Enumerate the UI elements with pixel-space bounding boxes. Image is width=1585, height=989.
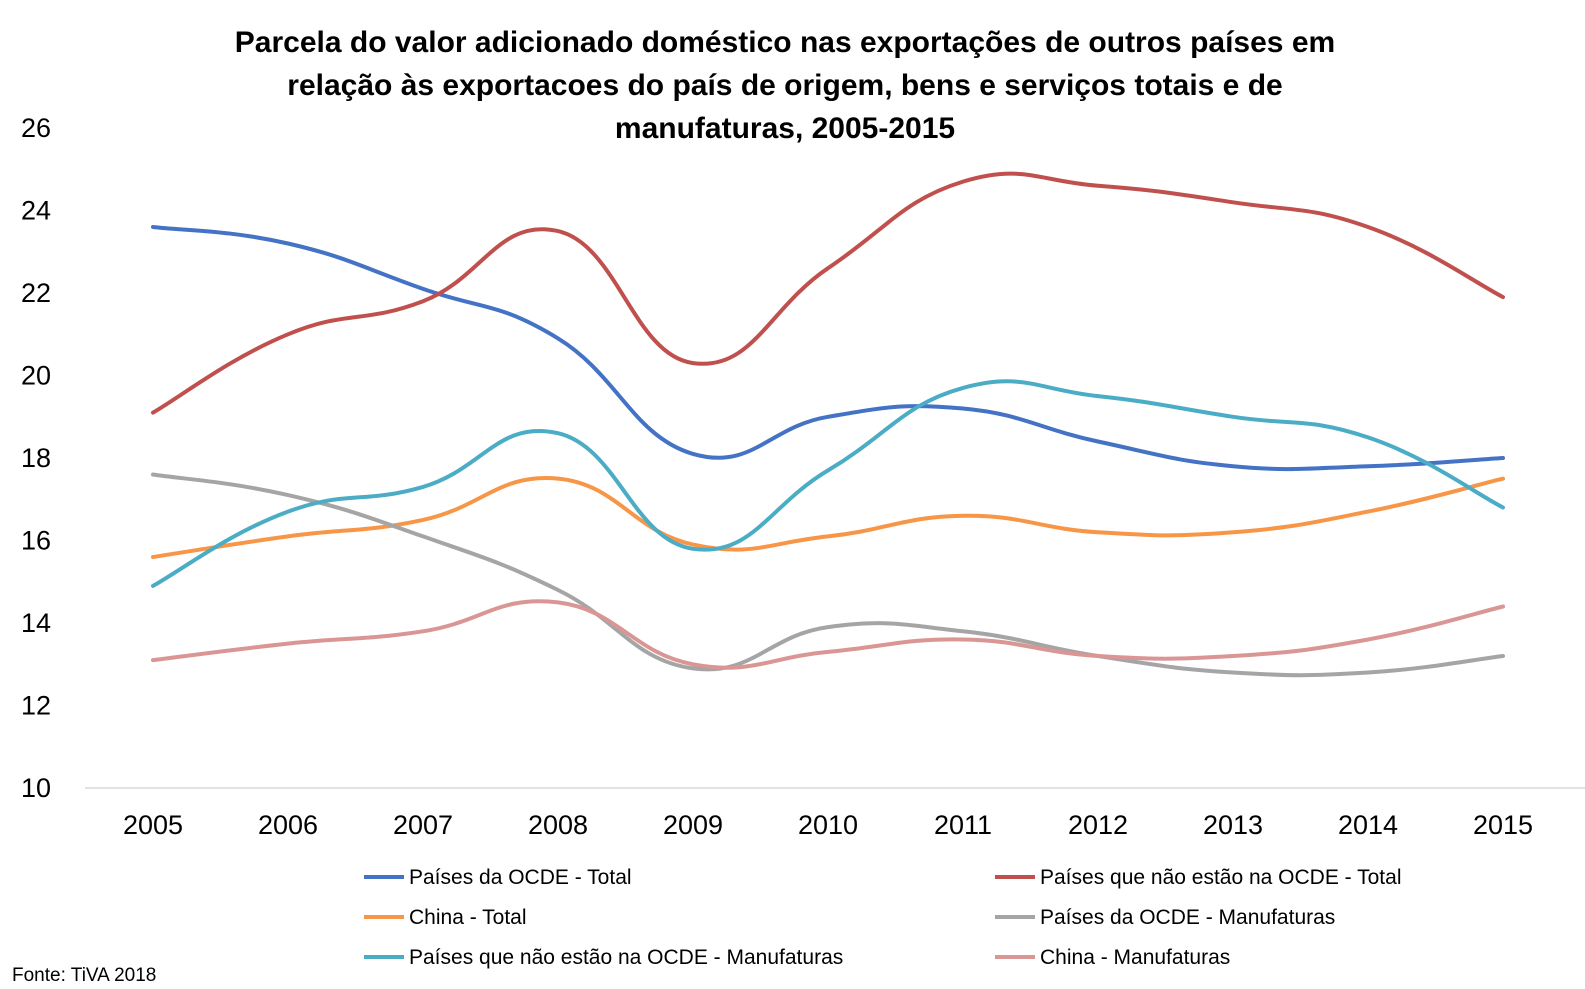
- y-tick-label: 10: [21, 773, 51, 803]
- legend-label: China - Total: [409, 906, 527, 929]
- series-line-1: [151, 225, 1505, 472]
- chart-title-line-1: Parcela do valor adicionado doméstico na…: [235, 26, 1335, 59]
- source-note: Fonte: TiVA 2018: [12, 965, 156, 986]
- chart-title: Parcela do valor adicionado doméstico na…: [235, 26, 1335, 145]
- y-tick-label: 20: [21, 361, 51, 391]
- y-tick-label: 12: [21, 691, 51, 721]
- y-tick-label: 14: [21, 608, 51, 638]
- plot-area: [151, 171, 1505, 678]
- legend-label: China - Manufaturas: [1040, 946, 1230, 969]
- legend-label: Países da OCDE - Total: [409, 866, 632, 889]
- y-tick-label: 22: [21, 278, 51, 308]
- legend-item: China - Manufaturas: [995, 946, 1230, 969]
- legend: Países da OCDE - Total Países que não est…: [364, 866, 1402, 969]
- x-tick-label: 2013: [1203, 810, 1263, 840]
- series-line-3: [151, 476, 1505, 559]
- x-tick-label: 2012: [1068, 810, 1128, 840]
- x-tick-label: 2015: [1473, 810, 1533, 840]
- legend-label: Países da OCDE - Manufaturas: [1040, 906, 1335, 929]
- y-tick-label: 18: [21, 443, 51, 473]
- x-tick-label: 2007: [393, 810, 453, 840]
- legend-label: Países que não estão na OCDE - Total: [1040, 866, 1402, 889]
- x-tick-label: 2006: [258, 810, 318, 840]
- legend-item: Países da OCDE - Total: [364, 866, 632, 889]
- legend-item: Países que não estão na OCDE - Total: [995, 866, 1402, 889]
- x-tick-label: 2011: [934, 810, 992, 840]
- legend-item: Países da OCDE - Manufaturas: [995, 906, 1335, 929]
- x-axis: 2005 2006 2007 2008 2009 2010 2011 2012 2013 2014…: [123, 810, 1533, 840]
- series-line-2: [151, 171, 1505, 415]
- series-line-5: [151, 379, 1505, 588]
- y-tick-label: 24: [21, 196, 51, 226]
- x-tick-label: 2005: [123, 810, 183, 840]
- legend-item: China - Total: [364, 906, 527, 929]
- chart-title-line-2: relação às exportacoes do país de origem…: [287, 69, 1282, 102]
- x-tick-label: 2014: [1338, 810, 1398, 840]
- legend-label: Países que não estão na OCDE - Manufatur…: [409, 946, 843, 969]
- chart-title-line-3: manufaturas, 2005-2015: [615, 112, 955, 145]
- series-line-6: [151, 599, 1505, 670]
- series-line-4: [151, 472, 1505, 678]
- y-tick-label: 16: [21, 526, 51, 556]
- legend-item: Países que não estão na OCDE - Manufatur…: [364, 946, 843, 969]
- y-axis: 10 12 14 16 18 20 22 24 26: [21, 113, 51, 803]
- x-tick-label: 2009: [663, 810, 723, 840]
- x-tick-label: 2010: [798, 810, 858, 840]
- x-tick-label: 2008: [528, 810, 588, 840]
- y-tick-label: 26: [21, 113, 51, 143]
